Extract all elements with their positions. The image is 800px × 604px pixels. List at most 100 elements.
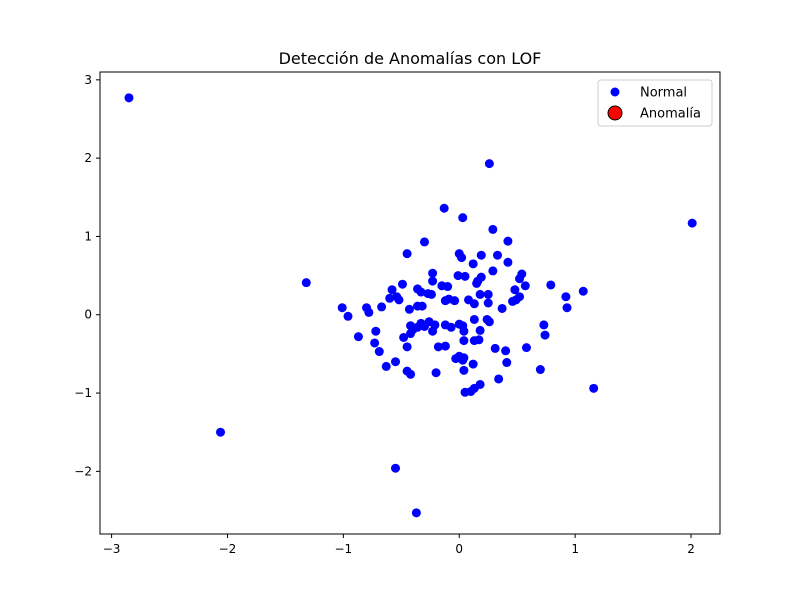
- x-tick-label: −3: [103, 542, 121, 556]
- data-point: [301, 278, 311, 288]
- y-tick-label: −2: [74, 464, 92, 478]
- data-point: [450, 296, 460, 306]
- data-point: [385, 293, 395, 303]
- data-point: [343, 311, 353, 321]
- data-point: [459, 365, 469, 375]
- data-point: [539, 320, 549, 330]
- data-point: [124, 93, 134, 103]
- data-point: [687, 218, 697, 228]
- y-tick-label: −1: [74, 386, 92, 400]
- data-point: [490, 343, 500, 353]
- data-point: [459, 326, 469, 336]
- plot-frame: [99, 71, 721, 535]
- data-point: [578, 286, 588, 296]
- data-point: [483, 289, 493, 299]
- data-point: [391, 463, 401, 473]
- data-point: [404, 304, 414, 314]
- x-tick-label: 0: [455, 542, 463, 556]
- data-point: [431, 368, 441, 378]
- data-point: [589, 383, 599, 393]
- data-point: [501, 346, 511, 356]
- data-point: [510, 285, 520, 295]
- y-tick-label: 1: [84, 229, 92, 243]
- data-point: [488, 224, 498, 234]
- data-point: [469, 383, 479, 393]
- data-point: [473, 276, 483, 286]
- data-point: [494, 374, 504, 384]
- points-layer: [124, 93, 697, 518]
- y-tick-label: 2: [84, 151, 92, 165]
- data-point: [377, 302, 387, 312]
- data-point: [468, 259, 478, 269]
- data-point: [493, 250, 502, 260]
- data-point: [417, 301, 427, 311]
- data-point: [459, 336, 469, 346]
- data-point: [391, 357, 401, 367]
- data-point: [419, 237, 429, 247]
- data-point: [397, 279, 407, 289]
- data-point: [433, 342, 443, 352]
- data-point: [497, 303, 507, 313]
- data-point: [439, 203, 449, 213]
- data-point: [428, 268, 438, 278]
- data-point: [503, 257, 513, 267]
- y-tick-label: 0: [84, 308, 92, 322]
- data-point: [399, 332, 409, 342]
- legend-marker-normal: [610, 87, 620, 97]
- data-point: [561, 292, 571, 302]
- data-point: [394, 295, 404, 305]
- data-point: [459, 353, 469, 363]
- x-tick-label: −1: [335, 542, 353, 556]
- data-point: [483, 298, 493, 308]
- data-point: [484, 317, 494, 327]
- data-point: [457, 253, 467, 263]
- data-point: [406, 369, 416, 379]
- data-point: [488, 266, 498, 276]
- axes-layer: −3 −2 −1 0 1 2 −2 −1 0 1 2 3: [74, 71, 721, 556]
- data-point: [484, 159, 494, 169]
- data-point: [515, 274, 525, 284]
- chart-title: Detección de Anomalías con LOF: [279, 49, 542, 68]
- data-point: [453, 271, 463, 281]
- data-point: [426, 289, 436, 299]
- data-point: [511, 295, 521, 305]
- data-point: [475, 325, 485, 335]
- data-point: [216, 427, 226, 437]
- legend: Normal Anomalía: [597, 79, 713, 127]
- data-point: [475, 289, 485, 299]
- data-point: [387, 285, 397, 295]
- data-point: [468, 359, 478, 369]
- legend-label: Normal: [640, 86, 687, 101]
- y-tick-label: 3: [84, 73, 92, 87]
- legend-label: Anomalía: [640, 107, 701, 122]
- data-point: [476, 250, 486, 260]
- data-point: [562, 303, 572, 313]
- x-tick-label: −2: [219, 542, 237, 556]
- x-tick-label: 1: [571, 542, 579, 556]
- data-point: [364, 307, 374, 317]
- data-point: [502, 358, 512, 368]
- data-point: [540, 330, 550, 340]
- data-point: [406, 329, 416, 339]
- data-point: [440, 341, 450, 351]
- data-point: [520, 281, 530, 291]
- data-point: [428, 276, 438, 286]
- data-point: [458, 213, 468, 223]
- data-point: [503, 236, 513, 246]
- data-point: [446, 322, 456, 332]
- data-point: [469, 314, 479, 324]
- data-point: [402, 342, 412, 352]
- data-point: [469, 299, 479, 309]
- data-point: [353, 332, 363, 342]
- data-point: [416, 287, 426, 297]
- data-point: [443, 282, 453, 292]
- data-point: [411, 508, 421, 518]
- data-point: [370, 338, 380, 348]
- data-point: [402, 249, 412, 259]
- data-point: [428, 326, 438, 336]
- x-tick-label: 2: [687, 542, 695, 556]
- data-point: [474, 335, 484, 345]
- data-point: [535, 365, 545, 375]
